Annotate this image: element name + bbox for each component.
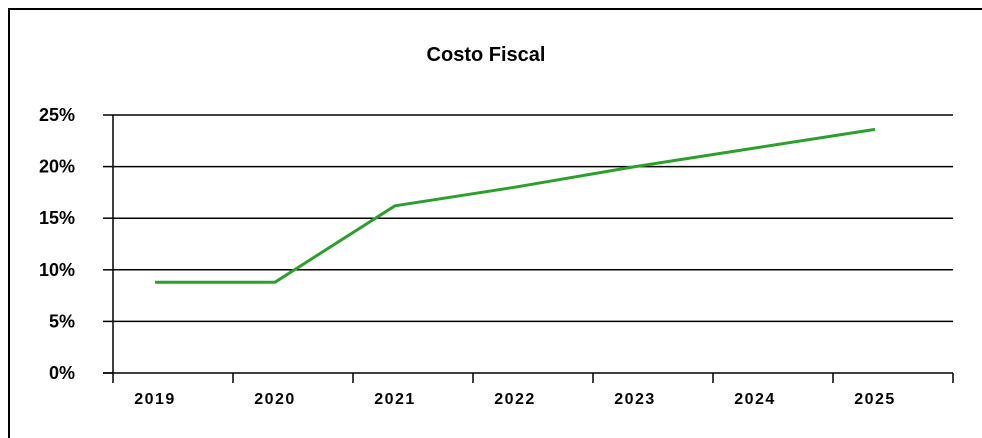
y-tick-labels: 0% 5% 10% 15% 20% 25% xyxy=(39,105,75,383)
y-tick-label: 25% xyxy=(39,105,75,125)
chart-title: Costo Fiscal xyxy=(427,44,546,66)
y-tick-label: 20% xyxy=(39,157,75,177)
series-group xyxy=(155,129,875,282)
x-tick-label: 2019 xyxy=(134,391,176,408)
x-tick-label: 2023 xyxy=(614,391,656,408)
series-line xyxy=(155,129,875,282)
x-tick-label: 2020 xyxy=(254,391,296,408)
y-tick-label: 15% xyxy=(39,208,75,228)
x-tick-labels: 2019 2020 2021 2022 2023 2024 2025 xyxy=(134,391,896,408)
x-tick-label: 2025 xyxy=(854,391,896,408)
y-tick-label: 5% xyxy=(49,311,75,331)
x-tick-label: 2022 xyxy=(494,391,536,408)
y-tick-label: 0% xyxy=(49,363,75,383)
x-tick-label: 2024 xyxy=(734,391,776,408)
grid-lines xyxy=(113,115,953,321)
y-tick-label: 10% xyxy=(39,260,75,280)
axes xyxy=(103,115,953,383)
x-tick-label: 2021 xyxy=(374,391,416,408)
